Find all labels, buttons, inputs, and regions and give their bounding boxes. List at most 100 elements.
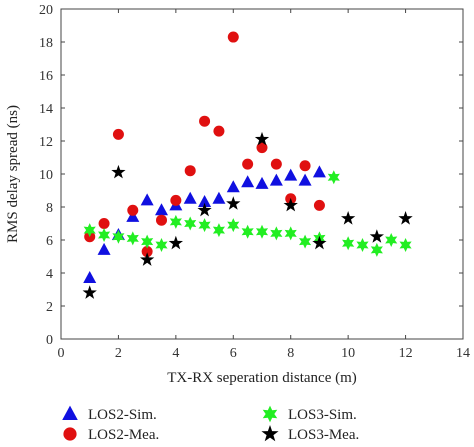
series-los2-sim xyxy=(83,165,326,283)
triangle-point xyxy=(212,191,226,204)
star-point xyxy=(184,216,197,231)
triangle-point xyxy=(284,168,298,181)
star-point xyxy=(399,237,412,252)
series-los3-mea xyxy=(82,131,413,299)
y-tick-label: 4 xyxy=(46,267,53,282)
y-tick-label: 20 xyxy=(39,3,53,18)
circle-point xyxy=(127,204,139,216)
x-tick-label: 12 xyxy=(399,346,413,361)
star-point xyxy=(198,218,211,233)
legend-label: LOS2-Mea. xyxy=(88,427,159,443)
star-point xyxy=(82,285,97,299)
triangle-point xyxy=(298,173,312,186)
star-point xyxy=(141,234,154,249)
x-tick-label: 6 xyxy=(230,346,237,361)
star-point xyxy=(227,218,240,233)
x-tick-label: 8 xyxy=(287,346,294,361)
star-point xyxy=(140,252,155,266)
triangle-point xyxy=(140,193,154,206)
star-point xyxy=(197,202,212,217)
circle-point xyxy=(313,199,325,211)
star-point xyxy=(155,237,168,252)
star-point xyxy=(255,224,269,239)
triangle-point xyxy=(83,270,97,283)
legend-label: LOS3-Mea. xyxy=(288,427,359,443)
legend-marker xyxy=(62,405,78,420)
star-point xyxy=(341,211,356,225)
star-point xyxy=(212,223,225,238)
star-point xyxy=(299,234,312,249)
circle-point xyxy=(242,158,254,170)
triangle-point xyxy=(269,173,283,186)
star-point xyxy=(385,233,398,247)
circle-point xyxy=(156,214,167,226)
legend-marker xyxy=(63,427,77,441)
triangle-point xyxy=(255,176,269,189)
x-tick-label: 4 xyxy=(172,346,179,361)
y-tick-label: 14 xyxy=(39,102,53,117)
x-tick-label: 0 xyxy=(58,346,65,361)
legend-marker xyxy=(261,425,279,442)
x-tick-label: 14 xyxy=(456,346,470,361)
series-los2-mea xyxy=(84,31,325,258)
triangle-point xyxy=(126,209,140,222)
triangle-point xyxy=(241,175,255,188)
circle-point xyxy=(227,31,239,43)
data-points xyxy=(82,31,413,299)
star-point xyxy=(168,235,183,250)
circle-point xyxy=(98,218,110,229)
star-point xyxy=(226,196,241,210)
y-tick-label: 10 xyxy=(39,168,53,183)
legend-label: LOS3-Sim. xyxy=(288,407,357,423)
axis-ticks: 0 2 4 6 8 10 12 14 0 2 4 6 8 10 12 14 16 18 20 xyxy=(39,3,470,361)
triangle-point xyxy=(198,195,212,208)
triangle-point xyxy=(183,191,197,204)
circle-point xyxy=(141,246,153,258)
star-point xyxy=(370,242,383,257)
star-point xyxy=(283,197,298,212)
triangle-point xyxy=(155,203,168,216)
star-point xyxy=(342,236,355,251)
legend: LOS2-Sim. LOS2-Mea. LOS3-Sim. LOS3-Mea. xyxy=(62,405,359,443)
x-tick-label: 2 xyxy=(115,346,122,361)
legend-label: LOS2-Sim. xyxy=(88,407,157,423)
star-point xyxy=(98,228,111,243)
star-point xyxy=(126,231,139,246)
y-tick-label: 0 xyxy=(46,333,53,348)
triangle-point xyxy=(226,180,240,193)
circle-point xyxy=(256,142,268,154)
star-point xyxy=(312,235,327,250)
y-axis-label: RMS delay spread (ns) xyxy=(5,105,21,243)
circle-point xyxy=(270,158,282,170)
x-axis-label: TX-RX seperation distance (m) xyxy=(167,370,357,386)
circle-point xyxy=(170,194,182,206)
circle-point xyxy=(213,125,225,137)
star-point xyxy=(241,224,254,239)
star-point xyxy=(112,229,125,244)
star-point xyxy=(111,164,126,179)
star-point xyxy=(284,226,297,241)
circle-point xyxy=(199,115,211,127)
circle-point xyxy=(299,160,311,172)
y-tick-label: 6 xyxy=(46,234,53,249)
series-los3-sim xyxy=(83,170,412,257)
star-point xyxy=(169,214,182,229)
star-point xyxy=(369,229,384,243)
y-tick-label: 18 xyxy=(39,36,53,51)
y-tick-label: 8 xyxy=(46,201,53,216)
star-point xyxy=(83,223,96,238)
circle-point xyxy=(112,128,124,140)
x-tick-label: 10 xyxy=(341,346,355,361)
circle-point xyxy=(184,165,196,177)
star-point xyxy=(254,131,270,146)
star-point xyxy=(398,211,413,225)
legend-marker xyxy=(262,405,278,423)
star-point xyxy=(270,226,283,241)
y-tick-label: 12 xyxy=(39,135,53,150)
triangle-point xyxy=(97,242,111,255)
star-point xyxy=(356,237,369,252)
triangle-point xyxy=(312,165,326,178)
y-tick-label: 16 xyxy=(39,69,53,84)
y-tick-label: 2 xyxy=(46,300,53,315)
